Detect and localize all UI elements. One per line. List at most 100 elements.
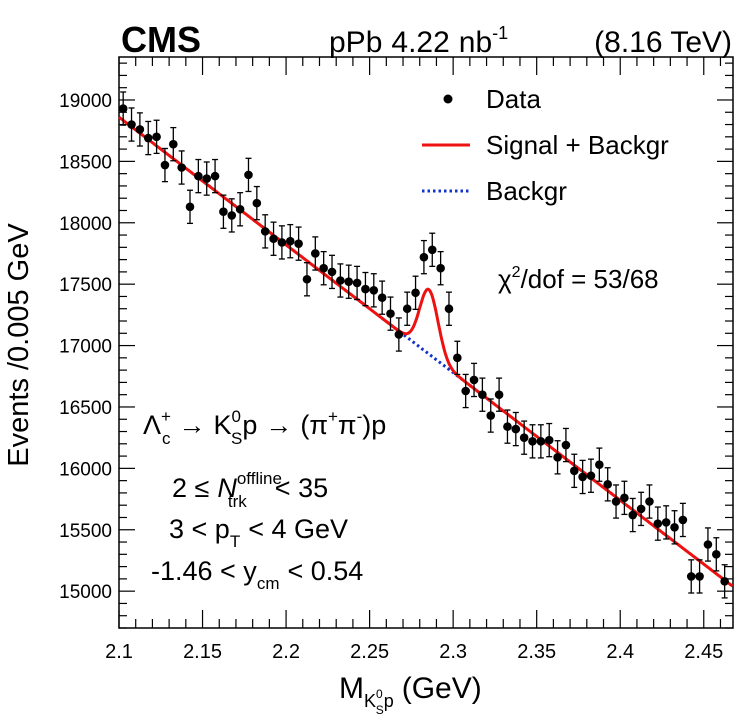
x-tick-label: 2.45	[684, 641, 723, 663]
chi2-symbol: χ	[498, 264, 512, 294]
data-point	[118, 104, 128, 113]
legend-fit-label: Signal + Backgr	[486, 130, 669, 160]
data-point	[461, 386, 470, 396]
data-point	[336, 276, 345, 285]
data-point	[661, 518, 671, 527]
lumi-value: 4.22	[391, 26, 449, 59]
data-point	[553, 453, 562, 462]
y-tick-label: 17000	[59, 337, 112, 358]
data-point	[436, 263, 445, 273]
data-point	[695, 572, 704, 581]
data-point	[168, 139, 178, 149]
lumi-system: pPb 4.22 nb-1	[329, 23, 508, 59]
data-point	[453, 353, 462, 363]
data-point	[235, 204, 245, 214]
data-point	[469, 375, 479, 385]
data-point	[536, 437, 546, 446]
data-point	[444, 304, 454, 314]
decay-paren-open: (	[300, 410, 309, 440]
data-point	[402, 304, 412, 314]
y-tick-label: 15000	[59, 582, 112, 603]
decay-arrow-1: →	[178, 410, 205, 440]
decay-proton: p	[242, 410, 257, 440]
data-point	[620, 493, 629, 503]
data-point	[603, 480, 612, 489]
decay-kaon-sup: 0	[232, 407, 241, 426]
decay-arrow-2: →	[265, 410, 292, 440]
data-point	[595, 460, 604, 469]
x-tick-label: 2.4	[606, 641, 634, 663]
data-point	[210, 171, 220, 181]
data-point	[711, 550, 721, 559]
decay-lambda-sub: c	[162, 429, 171, 448]
data-point	[377, 293, 387, 302]
data-point	[160, 160, 170, 170]
decay-kaon: K	[213, 410, 231, 440]
data-point	[544, 435, 554, 445]
y-tick-label: 19000	[59, 91, 112, 112]
decay-pi-minus: π	[338, 410, 357, 440]
cut-ntrk-lhs: 2 ≤	[172, 473, 209, 503]
system-label: pPb	[329, 26, 382, 59]
data-point	[127, 120, 136, 129]
data-point	[269, 234, 278, 244]
x-tick-label: 2.25	[350, 641, 389, 663]
x-axis-title-p: p	[384, 691, 394, 711]
y-tick-label: 15500	[59, 521, 112, 542]
x-tick-label: 2.15	[183, 641, 222, 663]
decay-lambda-sup: +	[161, 407, 171, 426]
x-axis-title: MK0 Sp (GeV)	[339, 672, 482, 717]
data-point	[611, 497, 621, 506]
data-point	[511, 424, 521, 434]
data-point	[628, 510, 638, 520]
x-tick-label: 2.35	[517, 641, 556, 663]
data-point	[185, 202, 195, 212]
y-axis-title: Events /0.005 GeV	[3, 223, 35, 467]
data-point	[227, 211, 237, 220]
data-point	[494, 390, 504, 399]
data-point	[344, 277, 354, 287]
data-point	[252, 198, 262, 208]
data-point	[419, 252, 429, 262]
y-tick-label: 18500	[59, 152, 112, 173]
cut-pt-sub: T	[230, 532, 240, 551]
x-tick-label: 2.2	[272, 641, 300, 663]
data-point	[319, 263, 328, 273]
data-point	[394, 330, 404, 339]
x-axis-title-k: K	[364, 691, 376, 711]
data-point	[478, 390, 487, 399]
cut-pt-rhs: < 4 GeV	[248, 514, 348, 544]
data-point	[202, 174, 212, 183]
data-point	[720, 577, 729, 586]
decay-kaon-sub: S	[231, 429, 242, 448]
decay-lambda: Λ	[143, 410, 161, 440]
data-point	[703, 540, 713, 549]
x-tick-label: 2.1	[105, 641, 133, 663]
data-point	[294, 239, 303, 248]
y-tick-label: 16000	[59, 459, 112, 480]
data-point	[311, 249, 320, 258]
y-tick-label: 16500	[59, 398, 112, 419]
data-point	[686, 572, 696, 581]
x-axis-title-unit: (GeV)	[402, 672, 482, 705]
cut-ntrk-sup: offline	[237, 469, 282, 488]
decay-channel: Λ+ c → K0 Sp → (π+π-)p	[143, 407, 386, 448]
cut-ycm-sub: cm	[257, 574, 280, 593]
cut-ntrk-rhs: < 35	[275, 473, 328, 503]
data-point	[411, 288, 420, 298]
y-tick-label: 18000	[59, 214, 112, 235]
chi2-power: 2	[512, 264, 521, 281]
data-point	[486, 411, 496, 420]
data-point	[528, 437, 537, 446]
decay-pi-plus: π	[309, 410, 328, 440]
cut-pt-lhs: 3 < p	[169, 514, 230, 544]
x-axis-title-k-sup: 0	[376, 687, 383, 701]
data-point	[569, 466, 579, 476]
legend-data-label: Data	[486, 84, 541, 114]
data-point	[177, 163, 186, 172]
x-axis-title-k-sub: S	[376, 703, 384, 717]
data-point	[369, 286, 379, 295]
chi2-annotation: χ2/dof = 53/68	[498, 264, 659, 294]
